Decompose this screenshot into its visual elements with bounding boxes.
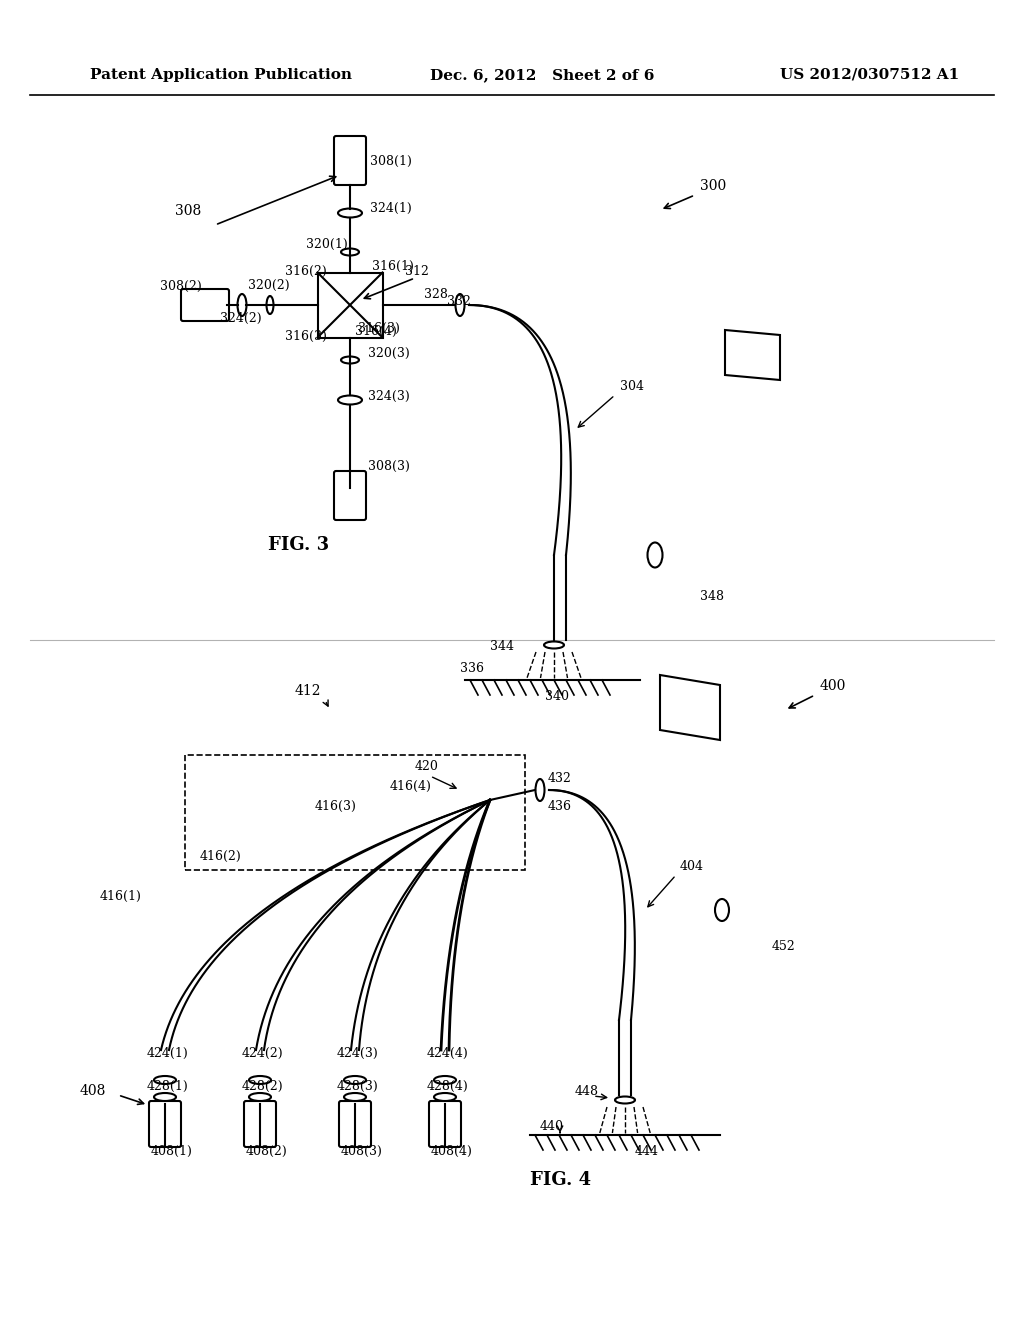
Ellipse shape [615, 1097, 635, 1104]
Text: 312: 312 [406, 265, 429, 279]
Text: 332: 332 [447, 294, 471, 308]
Text: 324(1): 324(1) [370, 202, 412, 215]
Text: Dec. 6, 2012   Sheet 2 of 6: Dec. 6, 2012 Sheet 2 of 6 [430, 69, 654, 82]
Text: 300: 300 [700, 180, 726, 193]
Text: 308(1): 308(1) [370, 154, 412, 168]
Text: 316(1): 316(1) [372, 260, 414, 273]
Text: 328: 328 [424, 288, 447, 301]
Polygon shape [725, 330, 780, 380]
Text: 424(3): 424(3) [337, 1047, 379, 1060]
Text: 416(2): 416(2) [200, 850, 242, 863]
Text: 316(3): 316(3) [358, 322, 400, 335]
FancyBboxPatch shape [334, 471, 366, 520]
Text: 424(4): 424(4) [427, 1047, 469, 1060]
Text: 416(3): 416(3) [315, 800, 357, 813]
Text: 344: 344 [490, 640, 514, 653]
Text: 444: 444 [635, 1144, 659, 1158]
Text: 408(4): 408(4) [431, 1144, 473, 1158]
Text: 316(2): 316(2) [285, 265, 327, 279]
Ellipse shape [456, 294, 465, 315]
Ellipse shape [338, 396, 362, 404]
Text: 340: 340 [545, 690, 569, 704]
Text: 408: 408 [80, 1084, 106, 1098]
Text: 428(1): 428(1) [147, 1080, 188, 1093]
Text: FIG. 4: FIG. 4 [530, 1171, 591, 1189]
Text: 320(2): 320(2) [248, 279, 290, 292]
Ellipse shape [154, 1093, 176, 1101]
Text: 320(3): 320(3) [368, 347, 410, 360]
Ellipse shape [341, 248, 359, 256]
Text: 408(2): 408(2) [246, 1144, 288, 1158]
Text: 416(1): 416(1) [100, 890, 142, 903]
Text: 404: 404 [680, 861, 705, 873]
Text: 408(3): 408(3) [341, 1144, 383, 1158]
Ellipse shape [536, 779, 545, 801]
Ellipse shape [249, 1076, 271, 1084]
Text: 440: 440 [540, 1119, 564, 1133]
Ellipse shape [238, 294, 247, 315]
Text: 400: 400 [820, 678, 847, 693]
Text: 324(3): 324(3) [368, 389, 410, 403]
Ellipse shape [249, 1093, 271, 1101]
Text: 428(2): 428(2) [242, 1080, 284, 1093]
Text: 424(1): 424(1) [147, 1047, 188, 1060]
FancyBboxPatch shape [244, 1101, 276, 1147]
Ellipse shape [344, 1076, 366, 1084]
Text: 336: 336 [460, 663, 484, 675]
Ellipse shape [434, 1093, 456, 1101]
Ellipse shape [647, 543, 663, 568]
FancyBboxPatch shape [429, 1101, 461, 1147]
Ellipse shape [434, 1076, 456, 1084]
Text: 308(2): 308(2) [160, 280, 202, 293]
FancyBboxPatch shape [181, 289, 229, 321]
Text: 452: 452 [772, 940, 796, 953]
Text: 316(4): 316(4) [355, 325, 397, 338]
FancyBboxPatch shape [334, 136, 366, 185]
Text: Patent Application Publication: Patent Application Publication [90, 69, 352, 82]
Text: 448: 448 [575, 1085, 599, 1098]
Bar [185, 755, 525, 870]
Text: 308(3): 308(3) [368, 459, 410, 473]
Text: FIG. 3: FIG. 3 [268, 536, 329, 554]
Text: 304: 304 [620, 380, 644, 393]
Text: 308: 308 [175, 205, 202, 218]
Text: 348: 348 [700, 590, 724, 603]
FancyBboxPatch shape [150, 1101, 181, 1147]
FancyBboxPatch shape [339, 1101, 371, 1147]
Text: 424(2): 424(2) [242, 1047, 284, 1060]
Text: 316(3): 316(3) [285, 330, 327, 343]
Text: 320(1): 320(1) [306, 238, 348, 251]
Text: US 2012/0307512 A1: US 2012/0307512 A1 [780, 69, 959, 82]
Text: 436: 436 [548, 800, 572, 813]
Text: 428(4): 428(4) [427, 1080, 469, 1093]
Text: 428(3): 428(3) [337, 1080, 379, 1093]
Ellipse shape [344, 1093, 366, 1101]
Ellipse shape [341, 356, 359, 363]
Text: 412: 412 [295, 684, 322, 698]
Text: 416(4): 416(4) [390, 780, 432, 793]
Polygon shape [660, 675, 720, 741]
Text: 408(1): 408(1) [151, 1144, 193, 1158]
Text: 324(2): 324(2) [220, 312, 261, 325]
Text: 432: 432 [548, 772, 571, 785]
Text: 420: 420 [415, 760, 439, 774]
Ellipse shape [154, 1076, 176, 1084]
Ellipse shape [338, 209, 362, 218]
Ellipse shape [544, 642, 564, 648]
Ellipse shape [715, 899, 729, 921]
Ellipse shape [266, 296, 273, 314]
